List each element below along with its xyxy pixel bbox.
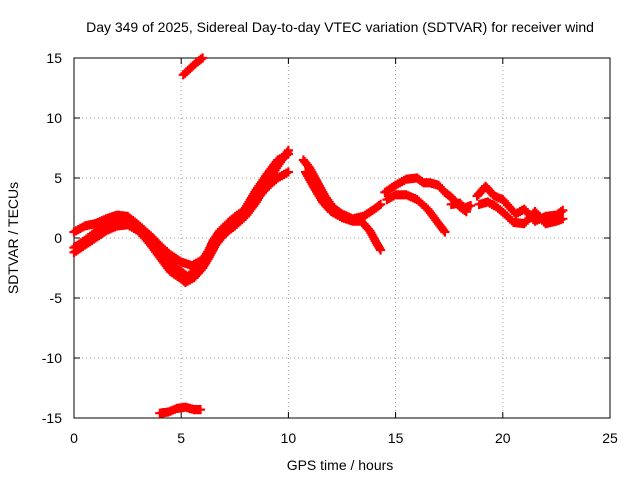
x-tick-label: 0 xyxy=(70,430,78,446)
data-points xyxy=(474,197,568,229)
x-axis-tick-labels: 0 5 10 15 20 25 xyxy=(70,430,618,446)
x-axis-label: GPS time / hours xyxy=(287,457,394,473)
x-tick-label: 25 xyxy=(602,430,618,446)
data-points xyxy=(446,198,476,213)
y-axis-label: SDTVAR / TECUs xyxy=(5,182,21,294)
x-tick-label: 10 xyxy=(281,430,297,446)
series-track-h xyxy=(446,198,476,213)
y-tick-label: 0 xyxy=(54,230,62,246)
y-tick-label: 5 xyxy=(54,170,62,186)
y-tick-label: 10 xyxy=(46,110,62,126)
data-points xyxy=(178,53,208,80)
series-track-c xyxy=(69,145,293,287)
chart-title: Day 349 of 2025, Sidereal Day-to-day VTE… xyxy=(86,19,594,35)
data-series xyxy=(69,53,568,418)
series-fragment-bottom xyxy=(155,402,206,418)
series-fragment-top xyxy=(178,53,208,80)
y-tick-label: 15 xyxy=(46,50,62,66)
data-points xyxy=(155,402,206,418)
data-points xyxy=(301,167,386,255)
y-tick-label: -5 xyxy=(50,290,63,306)
y-tick-label: -15 xyxy=(42,410,62,426)
series-track-e xyxy=(301,167,386,255)
axis-ticks xyxy=(73,57,611,419)
series-track-g xyxy=(382,190,450,237)
x-tick-label: 15 xyxy=(388,430,404,446)
x-tick-label: 20 xyxy=(495,430,511,446)
data-points xyxy=(382,190,450,237)
data-points xyxy=(69,145,293,287)
y-axis-tick-labels: -15 -10 -5 0 5 10 15 xyxy=(42,50,62,426)
grid xyxy=(74,58,610,418)
x-tick-label: 5 xyxy=(177,430,185,446)
y-tick-label: -10 xyxy=(42,350,62,366)
series-track-j xyxy=(474,197,568,229)
